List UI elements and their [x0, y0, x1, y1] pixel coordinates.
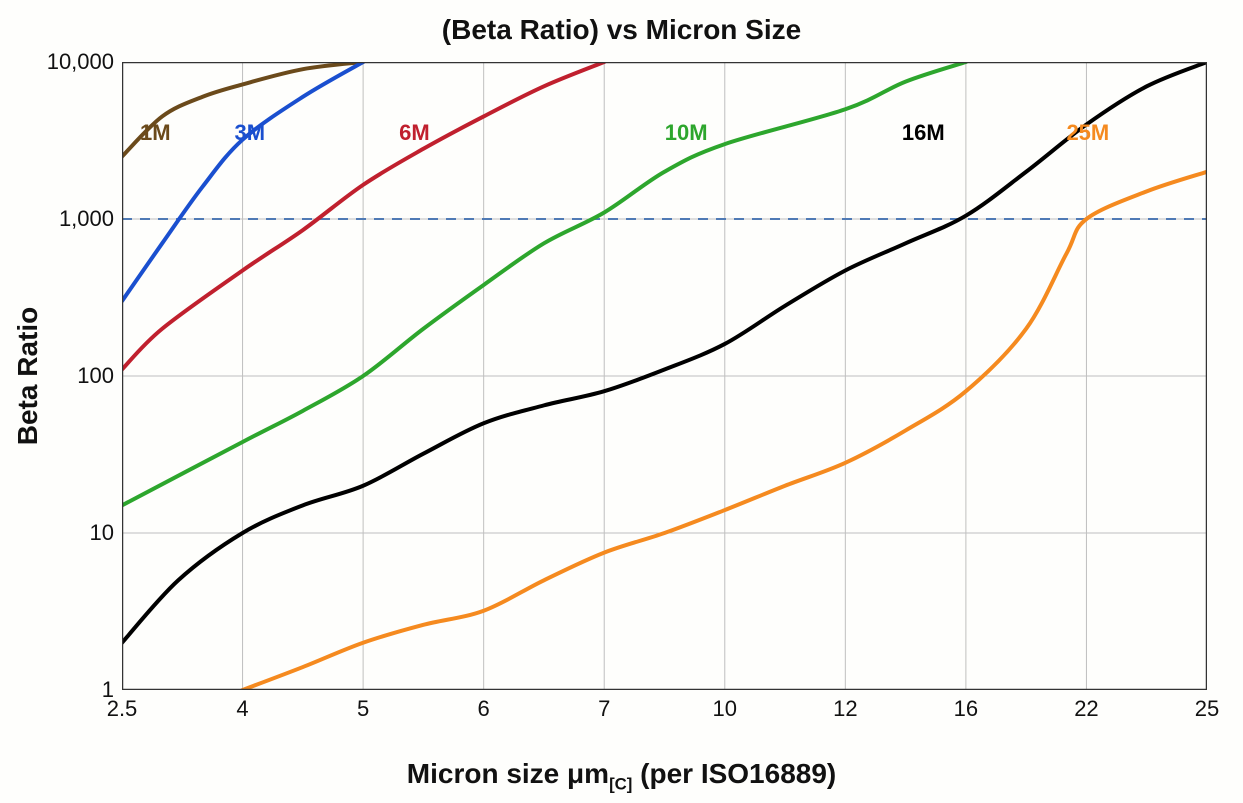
x-tick-label: 7	[598, 696, 610, 722]
x-tick-label: 2.5	[107, 696, 138, 722]
x-axis-title-post: (per ISO16889)	[632, 758, 836, 789]
series-label-25M: 25M	[1066, 120, 1109, 146]
x-tick-label: 25	[1195, 696, 1219, 722]
y-axis-title: Beta Ratio	[12, 307, 44, 445]
series-line-16M	[122, 62, 1207, 643]
x-tick-label: 4	[236, 696, 248, 722]
y-tick-label: 100	[77, 363, 114, 389]
series-label-3M: 3M	[235, 120, 266, 146]
x-tick-label: 12	[833, 696, 857, 722]
chart-container: (Beta Ratio) vs Micron Size Beta Ratio M…	[0, 0, 1243, 803]
series-label-10M: 10M	[665, 120, 708, 146]
x-tick-label: 22	[1074, 696, 1098, 722]
x-tick-label: 16	[954, 696, 978, 722]
y-tick-label: 10	[90, 520, 114, 546]
y-tick-label: 10,000	[47, 49, 114, 75]
chart-plot-svg	[122, 62, 1207, 690]
series-label-16M: 16M	[902, 120, 945, 146]
x-axis-title: Micron size μm[C] (per ISO16889)	[0, 758, 1243, 795]
series-label-6M: 6M	[399, 120, 430, 146]
series-label-1M: 1M	[140, 120, 171, 146]
x-axis-title-pre: Micron size μm	[407, 758, 609, 789]
y-tick-label: 1,000	[59, 206, 114, 232]
x-tick-label: 5	[357, 696, 369, 722]
chart-title: (Beta Ratio) vs Micron Size	[0, 14, 1243, 46]
x-tick-label: 6	[478, 696, 490, 722]
x-axis-title-sub: [C]	[609, 775, 632, 794]
x-tick-label: 10	[713, 696, 737, 722]
